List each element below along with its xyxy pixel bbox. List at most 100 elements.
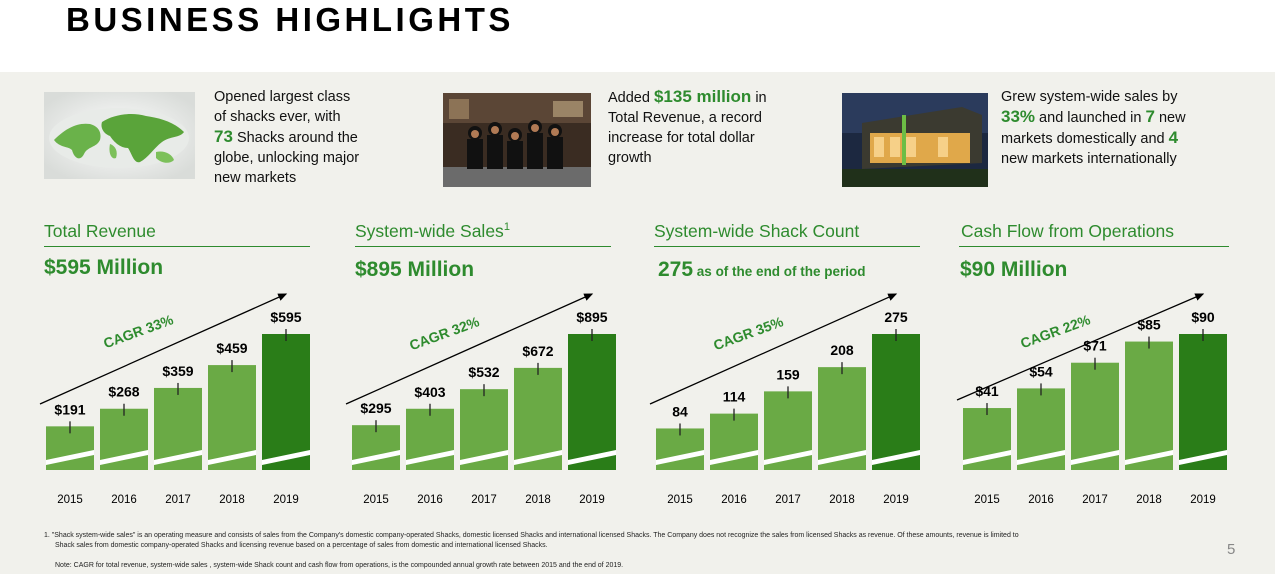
bar-2019 — [1179, 334, 1227, 470]
highlight-text-2: Added $135 million in Total Revenue, a re… — [608, 87, 818, 168]
cagr-arrow — [345, 293, 594, 405]
data-label: 159 — [776, 366, 800, 382]
x-tick-label: 2016 — [111, 494, 137, 506]
highlight-figure: 33% — [1001, 107, 1036, 126]
bar-stripe — [1125, 450, 1173, 465]
highlight-line: globe, unlocking major — [214, 148, 414, 168]
highlight-line: increase for total dollar — [608, 128, 818, 148]
data-label: $71 — [1083, 338, 1107, 354]
section-value-total-revenue: $595 Million — [44, 256, 164, 279]
data-label: 84 — [672, 403, 688, 419]
highlight-segment: new markets internationally — [1001, 151, 1177, 167]
x-tick-label: 2015 — [974, 494, 1000, 506]
x-tick-label: 2018 — [525, 494, 551, 506]
highlight-line: markets domestically and 4 — [1001, 128, 1241, 149]
highlight-figure: $135 million — [653, 87, 752, 106]
highlight-segment: increase for total dollar — [608, 130, 755, 146]
chart-cash-flow: CAGR 22% $41 2015 $54 2016 $71 2017 $85 2018 $90 2… — [956, 293, 1227, 506]
bar-stripe — [352, 450, 400, 465]
x-tick-label: 2017 — [165, 494, 191, 506]
data-label: $595 — [270, 309, 301, 325]
data-label: $191 — [54, 401, 85, 417]
cagr-label: CAGR 22% — [1018, 311, 1093, 351]
highlight-segment: Shacks around the — [232, 130, 358, 146]
bar-stripe — [46, 450, 94, 465]
cagr-arrow — [956, 293, 1205, 401]
data-label: $85 — [1137, 317, 1161, 333]
section-title-shack-count: System-wide Shack Count — [654, 221, 860, 241]
data-label: $403 — [414, 384, 445, 400]
bar-stripe — [1071, 450, 1119, 465]
bar-stripe — [764, 450, 812, 465]
cagr-label: CAGR 35% — [711, 313, 786, 353]
section-title-cash-flow: Cash Flow from Operations — [961, 221, 1174, 241]
x-tick-label: 2016 — [417, 494, 443, 506]
highlight-figure: 73 — [214, 127, 233, 146]
x-tick-label: 2018 — [219, 494, 245, 506]
team-photo — [443, 93, 591, 187]
page-number: 5 — [1227, 541, 1236, 558]
data-label: $54 — [1029, 363, 1053, 379]
highlight-line: Grew system-wide sales by — [1001, 87, 1241, 107]
highlight-segment: Grew system-wide sales by — [1001, 89, 1178, 105]
x-tick-label: 2015 — [57, 494, 83, 506]
highlight-segment: of shacks ever, with — [214, 109, 341, 125]
cagr-label: CAGR 32% — [407, 313, 482, 353]
bar-2019 — [872, 334, 920, 470]
x-tick-label: 2015 — [667, 494, 693, 506]
x-tick-label: 2017 — [775, 494, 801, 506]
bar-stripe — [656, 450, 704, 465]
bar-stripe — [154, 450, 202, 465]
globe-map-image — [44, 92, 195, 179]
data-label: 208 — [830, 342, 854, 358]
highlight-line: new markets — [214, 168, 414, 188]
x-tick-label: 2017 — [1082, 494, 1108, 506]
content-panel — [0, 72, 1275, 574]
highlight-line: growth — [608, 148, 818, 168]
bar-stripe — [818, 450, 866, 465]
bar-stripe — [1017, 450, 1065, 465]
highlight-segment: and launched in — [1035, 110, 1146, 126]
bar-2019 — [568, 334, 616, 470]
cagr-arrow — [39, 293, 288, 405]
highlight-line: 33% and launched in 7 new — [1001, 107, 1241, 128]
data-label: $359 — [162, 363, 193, 379]
highlight-segment: new — [1154, 110, 1186, 126]
highlight-segment: new markets — [214, 170, 297, 186]
chart-shack-count: CAGR 35% 84 2015 114 2016 159 2017 208 2018 275 20… — [649, 293, 920, 506]
x-tick-label: 2019 — [579, 494, 605, 506]
data-label: $672 — [522, 343, 553, 359]
page-title: BUSINESS HIGHLIGHTS — [66, 1, 514, 38]
bar-stripe — [262, 450, 310, 465]
data-label: $90 — [1191, 309, 1215, 325]
bar-stripe — [710, 450, 758, 465]
x-tick-label: 2019 — [273, 494, 299, 506]
footnote-1: 1. "Shack system-wide sales" is an opera… — [44, 532, 1019, 539]
section-value-shack-count: 275 as of the end of the period — [658, 258, 866, 281]
x-tick-label: 2016 — [721, 494, 747, 506]
bar-stripe — [208, 450, 256, 465]
bar-stripe — [406, 450, 454, 465]
section-value-cash-flow: $90 Million — [960, 258, 1068, 281]
highlight-line: Opened largest class — [214, 87, 414, 107]
highlight-line: new markets internationally — [1001, 149, 1241, 169]
section-divider — [959, 246, 1229, 247]
bar-stripe — [1179, 450, 1227, 465]
x-tick-label: 2015 — [363, 494, 389, 506]
x-tick-label: 2019 — [1190, 494, 1216, 506]
chart-system-wide-sales: CAGR 32% $295 2015 $403 2016 $532 2017 $672 2018… — [345, 293, 616, 506]
bar-2019 — [262, 334, 310, 470]
footnote-1b: Shack sales from domestic company-operat… — [55, 542, 548, 549]
highlight-text-3: Grew system-wide sales by 33% and launche… — [1001, 87, 1241, 169]
section-divider — [44, 246, 310, 247]
section-value-system-wide-sales: $895 Million — [355, 258, 475, 281]
highlight-segment: globe, unlocking major — [214, 150, 360, 166]
bar-stripe — [460, 450, 508, 465]
highlight-figure: 4 — [1168, 128, 1179, 147]
cagr-label: CAGR 33% — [101, 311, 176, 351]
chart-total-revenue: CAGR 33% $191 2015 $268 2016 $359 2017 $459 2018… — [39, 293, 310, 506]
highlight-segment: Opened largest class — [214, 89, 351, 105]
x-tick-label: 2018 — [1136, 494, 1162, 506]
highlight-figure: 7 — [1145, 107, 1155, 126]
section-divider — [654, 246, 920, 247]
